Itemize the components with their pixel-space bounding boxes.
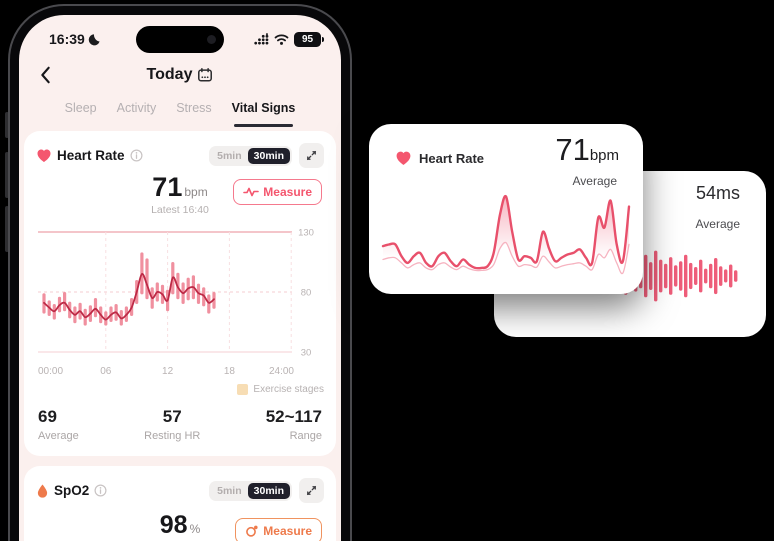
- phone-mute-switch: [5, 112, 9, 138]
- spo2-measure-button[interactable]: Measure: [235, 518, 322, 541]
- hr-interval-toggle[interactable]: 5min 30min: [209, 145, 292, 166]
- hr-interval-5min[interactable]: 5min: [217, 149, 242, 162]
- hr-unit: bpm: [184, 185, 208, 199]
- phone-frame: 16:39: [8, 4, 352, 541]
- hr-stats-row: 69 Average 57 Resting HR 52~117 Range: [36, 407, 324, 444]
- stat-range-label: Range: [289, 430, 322, 442]
- spo2-interval-30min[interactable]: 30min: [247, 482, 290, 499]
- cellular-signal-icon: [254, 33, 269, 45]
- oximeter-icon: [246, 525, 258, 537]
- tab-activity[interactable]: Activity: [116, 101, 157, 115]
- wifi-icon: [274, 34, 289, 45]
- svg-text:12: 12: [162, 366, 174, 377]
- float-hr-title: Heart Rate: [419, 150, 485, 166]
- stat-average-value: 69: [38, 407, 57, 426]
- svg-text:00:00: 00:00: [38, 366, 63, 377]
- expand-icon: [306, 485, 317, 496]
- floating-heart-rate-card: Heart Rate 71bpm Average: [369, 124, 643, 294]
- clock-text: 16:39: [49, 31, 85, 47]
- hr-trend-line-chart: [381, 194, 631, 275]
- float-hr-subtitle: Average: [572, 174, 617, 188]
- chart-legend: Exercise stages: [36, 384, 324, 395]
- battery-indicator: 95: [294, 31, 324, 47]
- tab-vital-signs[interactable]: Vital Signs: [232, 101, 295, 127]
- pulse-icon: [243, 187, 260, 197]
- spo2-card: SpO2 5min 30min: [24, 466, 336, 541]
- tab-sleep[interactable]: Sleep: [64, 101, 97, 115]
- hr-current-value: 71: [152, 172, 183, 202]
- battery-percent-text: 95: [301, 33, 314, 45]
- heart-rate-card-title: Heart Rate: [57, 148, 125, 163]
- phone-screen: 16:39: [19, 15, 341, 541]
- svg-text:24:00: 24:00: [269, 366, 294, 377]
- tab-stress[interactable]: Stress: [176, 101, 212, 115]
- hr-expand-button[interactable]: [299, 143, 324, 168]
- svg-text:06: 06: [100, 366, 112, 377]
- page-header: Today: [19, 59, 341, 91]
- spo2-current-value: 98: [159, 511, 188, 539]
- status-time: 16:39: [49, 31, 101, 47]
- camera-dot: [207, 35, 216, 44]
- calendar-icon[interactable]: [197, 67, 213, 83]
- svg-text:80: 80: [301, 288, 312, 299]
- exercise-stages-label: Exercise stages: [253, 384, 324, 395]
- hr-latest-time: Latest 16:40: [151, 204, 209, 216]
- moon-icon: [88, 33, 100, 45]
- hr-measure-button[interactable]: Measure: [233, 179, 322, 205]
- stat-resting-label: Resting HR: [144, 430, 201, 442]
- stat-average-label: Average: [38, 430, 79, 442]
- hr-interval-30min[interactable]: 30min: [247, 147, 290, 164]
- spo2-measure-label: Measure: [263, 524, 312, 538]
- droplet-icon: [37, 484, 48, 498]
- spo2-value-block: 98% Latest 16:33: [36, 511, 324, 541]
- chevron-left-icon: [40, 66, 50, 84]
- heart-icon: [396, 151, 411, 165]
- stat-resting-value: 57: [162, 407, 182, 426]
- phone-volume-up-button: [5, 152, 9, 198]
- dynamic-island: [136, 26, 224, 53]
- svg-text:130: 130: [298, 228, 314, 239]
- stat-range: 52~117 Range: [266, 407, 322, 442]
- exercise-stages-swatch: [237, 384, 249, 395]
- heart-rate-card: Heart Rate 5min 30min: [24, 131, 336, 456]
- info-icon[interactable]: [130, 149, 143, 162]
- stat-range-value: 52~117: [265, 407, 322, 426]
- svg-text:30: 30: [301, 348, 312, 359]
- float-hr-number: 71: [555, 132, 590, 167]
- float-hr-value: 71bpm: [555, 132, 619, 168]
- hr-value-block: 71 bpm Latest 16:40: [36, 172, 324, 216]
- stat-average: 69 Average: [38, 407, 79, 442]
- spo2-card-title: SpO2: [54, 483, 90, 498]
- info-icon[interactable]: [94, 484, 107, 497]
- hrv-subtitle: Average: [695, 217, 740, 231]
- hrv-value: 54ms: [695, 183, 740, 203]
- spo2-interval-5min[interactable]: 5min: [217, 484, 242, 497]
- tab-bar: Sleep Activity Stress Vital Signs: [19, 101, 341, 127]
- stat-resting-hr: 57 Resting HR: [144, 407, 200, 442]
- heart-icon: [37, 149, 51, 162]
- phone-volume-down-button: [5, 206, 9, 252]
- spo2-unit: %: [189, 522, 201, 536]
- svg-text:18: 18: [224, 366, 236, 377]
- back-button[interactable]: [33, 63, 57, 87]
- status-bar: 16:39: [19, 15, 341, 53]
- hr-measure-label: Measure: [263, 185, 312, 199]
- expand-icon: [306, 150, 317, 161]
- page-title: Today: [146, 66, 193, 83]
- spo2-expand-button[interactable]: [299, 478, 324, 503]
- float-hr-unit: bpm: [589, 147, 619, 164]
- spo2-interval-toggle[interactable]: 5min 30min: [209, 480, 292, 501]
- heart-rate-day-chart: 130 80 30 00:00 06 12 18 24:00: [38, 228, 314, 377]
